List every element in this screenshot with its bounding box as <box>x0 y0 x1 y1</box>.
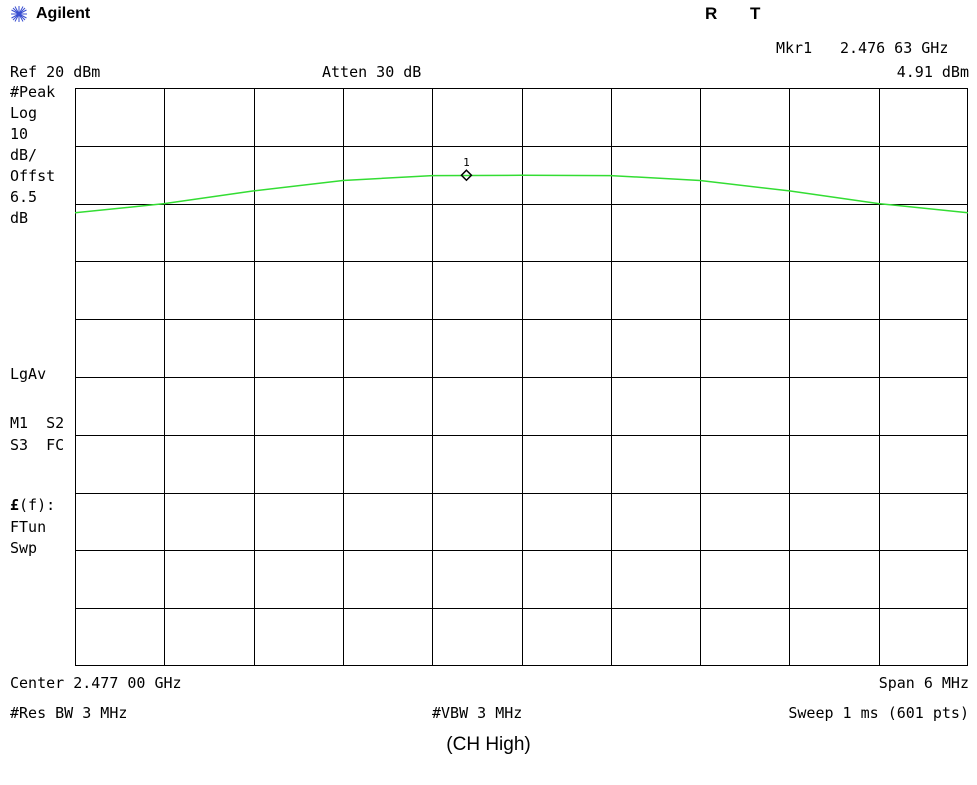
avg-type: LgAv <box>10 365 47 383</box>
status-t: T <box>750 4 761 23</box>
marker-fc: S3 FC <box>10 436 65 454</box>
offset-value: 6.5 <box>10 188 38 206</box>
marker-1: 1 <box>460 156 473 182</box>
video-bw: #VBW 3 MHz <box>432 704 523 722</box>
span: Span 6 MHz <box>878 674 969 692</box>
trigger-func-suffix: (f): <box>19 496 56 514</box>
scale-unit: dB/ <box>10 146 38 164</box>
center-freq: Center 2.477 00 GHz <box>10 674 182 692</box>
offset-label: Offst <box>10 167 56 185</box>
caption: (CH High) <box>446 734 531 755</box>
offset-unit: dB <box>10 209 29 227</box>
ref-level: Ref 20 dBm <box>10 63 101 81</box>
ftun-label: FTun <box>10 518 47 536</box>
marker-label: 1 <box>463 156 470 169</box>
spectrum-trace <box>75 174 968 214</box>
spectrum-plot: 1 <box>75 88 968 666</box>
marker-readout-freq: 2.476 63 GHz <box>840 39 949 57</box>
detector-peak: #Peak <box>10 83 56 101</box>
brand-logo: Agilent <box>10 5 90 23</box>
scale-value: 10 <box>10 125 29 143</box>
marker-diamond-icon <box>460 169 473 182</box>
swp-label: Swp <box>10 539 38 557</box>
marker-s2: M1 S2 <box>10 414 65 432</box>
brand-name: Agilent <box>36 5 91 22</box>
attenuation: Atten 30 dB <box>322 63 422 81</box>
sweep-time: Sweep 1 ms (601 pts) <box>788 704 969 722</box>
status-r: R <box>705 4 718 23</box>
scale-log: Log <box>10 104 38 122</box>
grid <box>75 88 968 666</box>
starburst-logo-icon <box>11 6 27 22</box>
trigger-func-prefix: £ <box>10 496 20 514</box>
marker-readout-amp: 4.91 dBm <box>896 63 969 81</box>
res-bw: #Res BW 3 MHz <box>10 704 128 722</box>
trigger-func: £(f): <box>10 497 55 513</box>
marker-readout-label: Mkr1 <box>776 39 813 57</box>
